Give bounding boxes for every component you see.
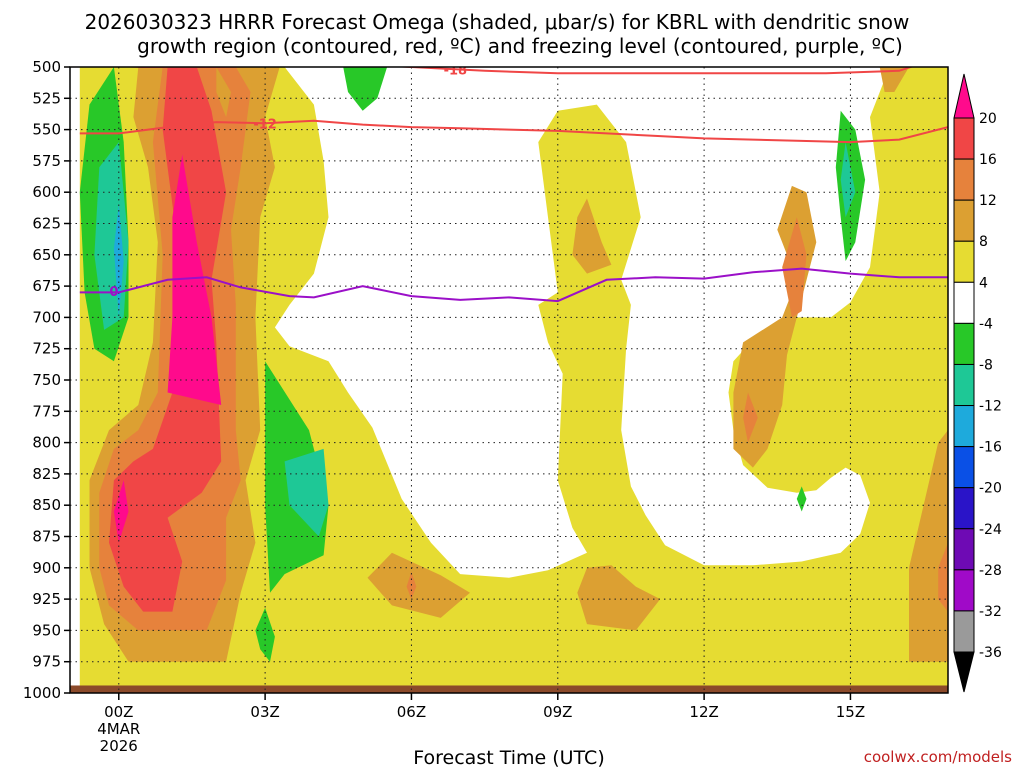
colorbar-swatch-6 <box>953 363 975 407</box>
y-tick-label-1000: 1000 <box>23 684 61 702</box>
dgz-minus-18-label: -18 <box>444 64 468 79</box>
y-tick-label-800: 800 <box>32 434 61 452</box>
colorbar-swatch-11 <box>953 569 975 612</box>
grid-lines <box>70 66 948 694</box>
y-tick-label-775: 775 <box>32 402 61 420</box>
omega-region-8-6 <box>367 552 470 618</box>
colorbar-label-11: -28 <box>979 563 1002 579</box>
y-tick-label-825: 825 <box>32 465 61 483</box>
freezing-level-label: 0 <box>109 285 118 300</box>
omega-region-8-9 <box>577 565 661 631</box>
omega-region-8-15 <box>879 67 909 92</box>
y-tick-label-950: 950 <box>32 621 61 639</box>
colorbar-label-7: -12 <box>979 399 1002 415</box>
x-tick-label-03Z: 03Z <box>250 703 279 721</box>
y-tick-label-925: 925 <box>32 590 61 608</box>
x-tick-label-12Z: 12Z <box>689 703 718 721</box>
plot-area: -18 -12 0 500 525 550 575 600 625 650 675 700 725 750… <box>23 58 949 755</box>
x-tick-year: 2026 <box>100 737 138 755</box>
colorbar-swatch-9 <box>953 487 975 530</box>
y-tick-label-500: 500 <box>32 58 61 76</box>
colorbar-label-2: 12 <box>979 193 997 209</box>
colorbar-label-12: -32 <box>979 604 1002 620</box>
omega-region--4-26 <box>796 486 807 512</box>
chart-title-line1: 2026030323 HRRR Forecast Omega (shaded, … <box>85 10 910 34</box>
colorbar-swatch-0 <box>953 117 975 160</box>
colorbar-swatch-7 <box>953 405 975 448</box>
omega-region--12-19 <box>113 204 124 318</box>
colorbar-label-5: -4 <box>979 316 993 332</box>
colorbar-swatch-12 <box>953 610 975 653</box>
colorbar-swatch-2 <box>953 199 975 242</box>
y-tick-label-625: 625 <box>32 215 61 233</box>
y-tick-label-525: 525 <box>32 89 61 107</box>
dgz-minus-12-label: -12 <box>253 117 277 132</box>
y-tick-label-850: 850 <box>32 496 61 514</box>
y-tick-label-750: 750 <box>32 371 61 389</box>
colorbar: 20 16 12 8 4 -4 -8 -12 -16 -20 -24 -28 -32 -36 <box>953 73 1002 693</box>
colorbar-label-0: 20 <box>979 111 997 127</box>
y-tick-label-600: 600 <box>32 183 61 201</box>
colorbar-label-13: -36 <box>979 645 1002 661</box>
x-tick-date: 4MAR <box>97 720 140 738</box>
colorbar-swatch-above-20 <box>953 73 975 119</box>
omega-region--4-23 <box>343 67 388 111</box>
omega-region-12-11 <box>782 217 807 318</box>
colorbar-label-9: -20 <box>979 481 1002 497</box>
colorbar-swatch-1 <box>953 158 975 201</box>
dgz-minus-18-line <box>117 67 914 75</box>
colorbar-label-1: 16 <box>979 152 997 168</box>
y-tick-label-900: 900 <box>32 559 61 577</box>
y-tick-label-550: 550 <box>32 121 61 139</box>
dgz-minus-12-line <box>79 119 948 144</box>
omega-region--8-25 <box>840 142 856 218</box>
omega-region-12-12 <box>743 392 758 443</box>
colorbar-swatch-5 <box>953 322 975 365</box>
colorbar-swatch-8 <box>953 446 975 489</box>
chart-title-line2: growth region (contoured, red, ºC) and f… <box>137 34 903 58</box>
y-tick-label-875: 875 <box>32 528 61 546</box>
colorbar-label-4: 4 <box>979 275 988 291</box>
omega-region-12-14 <box>938 542 948 612</box>
omega-region-8-16 <box>216 67 231 118</box>
colorbar-swatch-10 <box>953 528 975 571</box>
contour-lines: -18 -12 0 <box>79 64 948 303</box>
colorbar-swatch-3 <box>953 240 975 283</box>
freezing-level-line <box>79 267 948 303</box>
x-tick-label-06Z: 06Z <box>397 703 426 721</box>
y-tick-label-975: 975 <box>32 653 61 671</box>
colorbar-label-3: 8 <box>979 234 988 250</box>
omega-region-16-3 <box>109 67 227 612</box>
y-tick-label-675: 675 <box>32 277 61 295</box>
colorbar-swatch-4 <box>953 281 975 324</box>
colorbar-label-6: -8 <box>979 357 993 373</box>
omega-region-8-13 <box>909 430 948 662</box>
omega-region--8-21 <box>284 448 329 537</box>
y-tick-label-575: 575 <box>32 152 61 170</box>
x-tick-label-15Z: 15Z <box>836 703 865 721</box>
y-axis: 500 525 550 575 600 625 650 675 700 725 750 775 800 8… <box>23 58 70 702</box>
x-tick-label-00Z: 00Z <box>104 703 133 721</box>
colorbar-label-10: -24 <box>979 522 1002 538</box>
source-credit[interactable]: coolwx.com/models <box>864 748 1012 766</box>
y-tick-label-725: 725 <box>32 340 61 358</box>
y-tick-label-700: 700 <box>32 308 61 326</box>
x-axis-label: Forecast Time (UTC) <box>413 747 604 768</box>
x-tick-label-09Z: 09Z <box>543 703 572 721</box>
terrain-strip <box>70 685 948 693</box>
omega-region-20-5 <box>113 480 129 543</box>
y-tick-label-650: 650 <box>32 246 61 264</box>
omega-region-20-4 <box>167 154 222 405</box>
colorbar-label-8: -16 <box>979 440 1002 456</box>
colorbar-swatch-below-36 <box>953 651 975 693</box>
